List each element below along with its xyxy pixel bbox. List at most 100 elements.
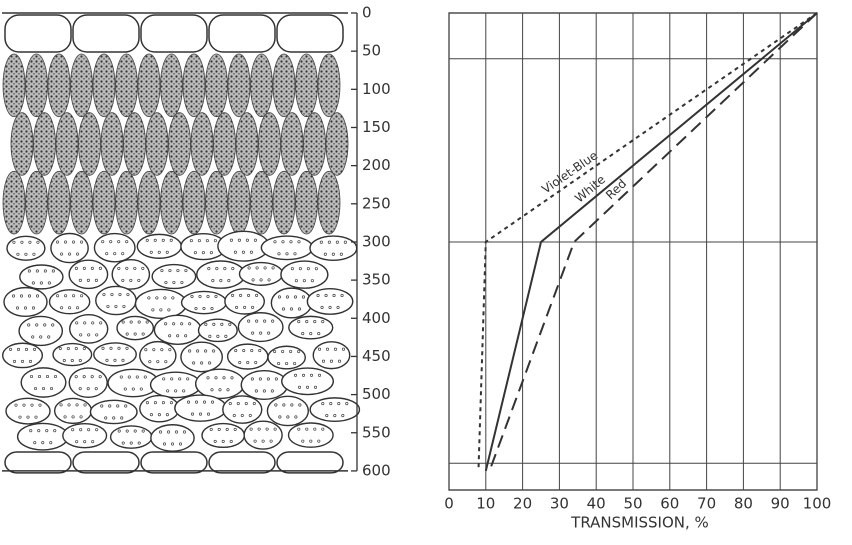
chloroplast <box>273 349 277 354</box>
chloroplast <box>297 427 301 431</box>
chloroplast <box>331 252 335 256</box>
chloroplast <box>12 240 16 244</box>
x-tick-label: 40 <box>587 495 606 513</box>
chloroplast <box>32 347 37 351</box>
chloroplast <box>163 296 167 300</box>
chloroplast <box>270 389 274 393</box>
chloroplast <box>79 428 83 432</box>
chloroplast <box>133 429 137 433</box>
spongy-cell <box>139 394 180 423</box>
chloroplast <box>340 293 344 297</box>
spongy-cell <box>309 235 358 262</box>
chloroplast <box>228 322 232 326</box>
spongy-cell <box>109 425 153 449</box>
spongy-cell <box>95 285 137 316</box>
chloroplast <box>193 251 197 255</box>
chloroplast <box>259 278 263 282</box>
chloroplast <box>207 267 211 271</box>
chloroplast <box>204 349 208 353</box>
chloroplast <box>164 322 168 326</box>
chloroplast <box>317 439 321 443</box>
chloroplast <box>297 320 301 324</box>
chloroplast <box>208 361 212 365</box>
chloroplast <box>28 359 33 363</box>
chloroplast <box>162 442 167 446</box>
chloroplast <box>59 252 64 256</box>
chloroplast <box>321 320 325 324</box>
chloroplast <box>75 252 80 256</box>
chloroplast <box>49 441 53 445</box>
series-line <box>484 12 818 472</box>
chloroplast <box>252 402 256 406</box>
chloroplast <box>202 400 207 404</box>
chloroplast <box>63 415 67 419</box>
chloroplast <box>67 252 72 256</box>
epidermis-cell <box>4 451 72 474</box>
chloroplast <box>321 402 325 406</box>
chloroplast <box>28 240 32 244</box>
chloroplast <box>133 332 137 336</box>
epidermis-cell <box>276 451 344 474</box>
depth-tick-label: 550 <box>362 423 391 441</box>
depth-tick-label: 100 <box>362 80 391 98</box>
chloroplast <box>244 402 248 406</box>
chloroplast <box>221 439 225 443</box>
chloroplast <box>194 307 198 311</box>
palisade-cell <box>25 53 48 118</box>
depth-tick-label: 500 <box>362 385 391 403</box>
chloroplast <box>170 377 174 381</box>
chloroplast <box>158 430 163 434</box>
chloroplast <box>313 385 318 389</box>
chloroplast <box>29 374 34 379</box>
chloroplast <box>87 428 91 432</box>
chloroplast <box>27 269 31 273</box>
chloroplast <box>141 332 145 336</box>
palisade-cell <box>47 53 71 118</box>
chloroplast <box>274 403 278 407</box>
chloroplast <box>165 250 169 254</box>
spongy-cell <box>134 288 187 320</box>
chloroplast <box>319 240 323 244</box>
chloroplast <box>178 377 182 381</box>
spongy-cell <box>151 263 197 290</box>
chloroplast <box>246 361 250 365</box>
chloroplast <box>121 441 125 445</box>
chloroplast <box>82 375 86 379</box>
chloroplast <box>314 267 318 271</box>
chloroplast <box>24 252 28 256</box>
spongy-cell <box>68 314 109 344</box>
chloroplast <box>217 427 221 431</box>
palisade-cell <box>227 170 251 235</box>
chloroplast <box>145 320 149 324</box>
chloroplast <box>274 377 278 381</box>
chloroplast <box>336 305 340 309</box>
palisade-cell <box>92 53 116 118</box>
spongy-cell <box>238 261 284 286</box>
chloroplast <box>11 294 16 298</box>
chloroplast <box>248 414 252 418</box>
chloroplast <box>186 400 191 404</box>
chloroplast <box>62 358 66 363</box>
chloroplast <box>35 323 39 327</box>
chloroplast <box>31 306 36 310</box>
chloroplast <box>323 252 327 256</box>
chloroplast <box>259 331 263 335</box>
chloroplast <box>188 349 192 353</box>
chloroplast <box>206 412 211 416</box>
chloroplast <box>59 403 63 407</box>
chloroplast <box>186 377 190 381</box>
chloroplast <box>33 386 38 391</box>
chloroplast <box>228 402 232 406</box>
chloroplast <box>218 388 222 392</box>
palisade-cell <box>115 53 138 118</box>
chloroplast <box>90 266 94 270</box>
chloroplast <box>29 429 33 433</box>
chloroplast <box>297 349 301 354</box>
chloroplast <box>238 361 242 365</box>
palisade-cell <box>55 112 79 176</box>
depth-tick-label: 300 <box>362 232 391 250</box>
chloroplast <box>74 375 78 379</box>
chloroplast <box>190 295 194 299</box>
chloroplast <box>174 389 178 393</box>
